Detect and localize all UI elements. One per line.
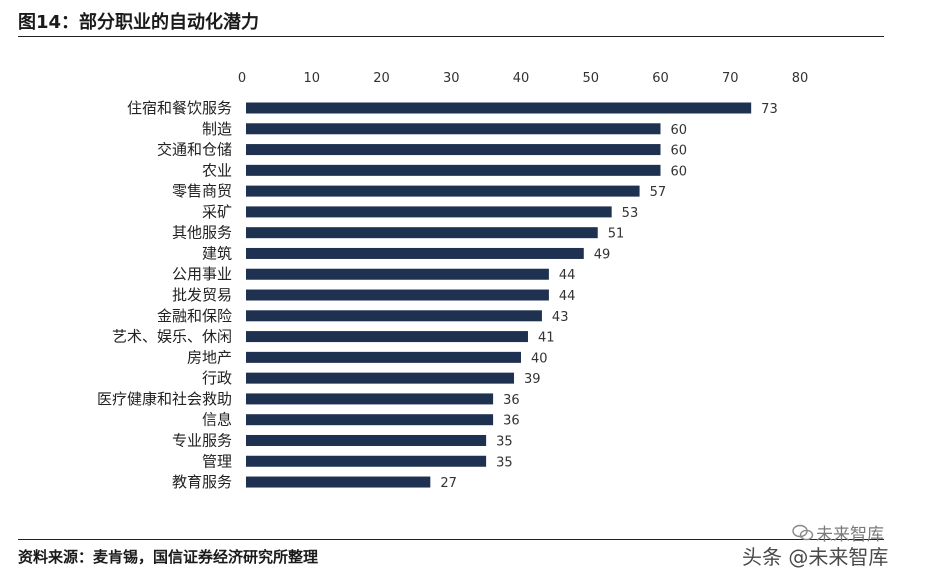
bar [246, 185, 640, 197]
category-label: 医疗健康和社会救助 [97, 390, 232, 408]
category-label: 制造 [202, 120, 232, 138]
value-label: 44 [559, 268, 576, 283]
value-label: 60 [671, 123, 688, 138]
bar [246, 206, 612, 218]
category-label: 零售商贸 [172, 182, 232, 200]
x-axis-ticks: 0 10 20 30 40 50 60 70 80 [238, 71, 808, 86]
category-label: 其他服务 [172, 224, 232, 242]
bar [246, 310, 542, 322]
bar [246, 123, 661, 135]
watermark: 头条 @未来智库 [742, 545, 889, 569]
x-tick-label: 80 [792, 71, 809, 86]
x-tick-label: 40 [513, 71, 530, 86]
bar [246, 455, 487, 467]
value-label: 43 [552, 310, 569, 325]
x-tick-label: 10 [303, 71, 320, 86]
value-label: 36 [503, 414, 520, 429]
category-labels: 住宿和餐饮服务制造交通和仓储农业零售商贸采矿其他服务建筑公用事业批发贸易金融和保… [97, 99, 232, 491]
category-label: 住宿和餐饮服务 [127, 99, 232, 117]
value-label: 35 [496, 434, 513, 449]
category-label: 教育服务 [172, 473, 232, 491]
x-tick-label: 30 [443, 71, 460, 86]
wechat-icon [792, 524, 814, 542]
x-tick-label: 0 [238, 71, 246, 86]
value-label: 51 [608, 227, 625, 242]
category-label: 信息 [202, 411, 232, 429]
category-label: 行政 [202, 369, 232, 387]
value-label: 57 [650, 185, 667, 200]
bar [246, 372, 515, 384]
watermark-logo-text: 未来智库 [816, 525, 884, 545]
bar [246, 476, 431, 488]
category-label: 采矿 [202, 203, 232, 221]
bar [246, 331, 528, 343]
value-label: 49 [594, 247, 611, 262]
bar [246, 393, 494, 405]
x-tick-label: 60 [652, 71, 669, 86]
value-label: 41 [538, 331, 555, 346]
value-label: 44 [559, 289, 576, 304]
value-label: 73 [761, 102, 778, 117]
value-label: 53 [622, 206, 639, 221]
watermark-logo: 未来智库 [792, 520, 884, 545]
bar [246, 144, 661, 156]
bar [246, 102, 752, 114]
figure-title: 图14：部分职业的自动化潜力 [18, 12, 260, 33]
value-labels: 73 60 60 60 57 53 51 49 44 44 43 41 40 39 36 36 35 35 27 [440, 102, 777, 491]
category-label: 艺术、娱乐、休闲 [112, 328, 232, 346]
bar [246, 414, 494, 426]
category-label: 管理 [202, 452, 232, 470]
value-label: 39 [524, 372, 541, 387]
value-label: 36 [503, 393, 520, 408]
bar [246, 227, 598, 239]
value-label: 35 [496, 455, 513, 470]
bars [246, 102, 752, 488]
x-tick-label: 50 [582, 71, 599, 86]
bar [246, 268, 549, 280]
bar [246, 351, 521, 363]
bar [246, 434, 487, 446]
value-label: 40 [531, 351, 548, 366]
top-rule [18, 36, 884, 37]
bar [246, 289, 549, 301]
value-label: 60 [671, 144, 688, 159]
category-label: 批发贸易 [172, 286, 232, 304]
bar [246, 164, 661, 176]
bar [246, 247, 584, 259]
category-label: 农业 [202, 161, 232, 179]
value-label: 60 [671, 164, 688, 179]
x-tick-label: 70 [722, 71, 739, 86]
category-label: 专业服务 [172, 431, 232, 449]
category-label: 金融和保险 [157, 307, 232, 325]
value-label: 27 [440, 476, 457, 491]
x-tick-label: 20 [373, 71, 390, 86]
source-note: 资料来源：麦肯锡，国信证券经济研究所整理 [18, 548, 319, 566]
category-label: 交通和仓储 [157, 141, 232, 159]
bottom-rule [18, 539, 884, 540]
category-label: 公用事业 [172, 265, 232, 283]
category-label: 建筑 [202, 244, 232, 262]
category-label: 房地产 [187, 348, 232, 366]
